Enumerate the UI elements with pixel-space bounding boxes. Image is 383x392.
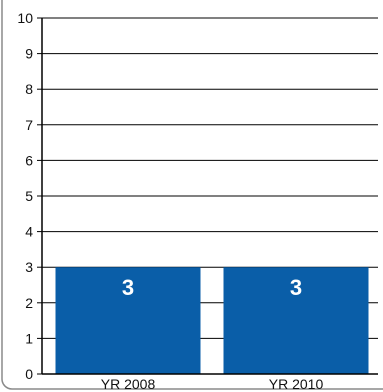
y-tick-label: 8 (25, 81, 33, 97)
x-category-label: YR 2008 (101, 376, 156, 392)
y-tick-label: 2 (25, 295, 33, 311)
y-tick-label: 1 (25, 330, 33, 346)
y-tick-label: 6 (25, 152, 33, 168)
y-tick-label: 10 (17, 10, 33, 26)
y-tick-label: 9 (25, 46, 33, 62)
data-label: 3 (122, 275, 134, 300)
x-category-labels: YR 2008 YR 2010 (101, 376, 324, 392)
y-tick-label: 3 (25, 259, 33, 275)
bars (55, 267, 369, 374)
x-category-label: YR 2010 (269, 376, 324, 392)
y-tick-labels: 0 1 2 3 4 5 6 7 8 9 10 (17, 10, 33, 382)
data-label: 3 (290, 275, 302, 300)
bar-yr-2010 (223, 267, 369, 374)
y-tick-label: 5 (25, 188, 33, 204)
y-tick-label: 4 (25, 224, 33, 240)
axes (41, 18, 378, 375)
y-tick-label: 7 (25, 117, 33, 133)
y-tick-label: 0 (25, 366, 33, 382)
bar-yr-2008 (55, 267, 201, 374)
